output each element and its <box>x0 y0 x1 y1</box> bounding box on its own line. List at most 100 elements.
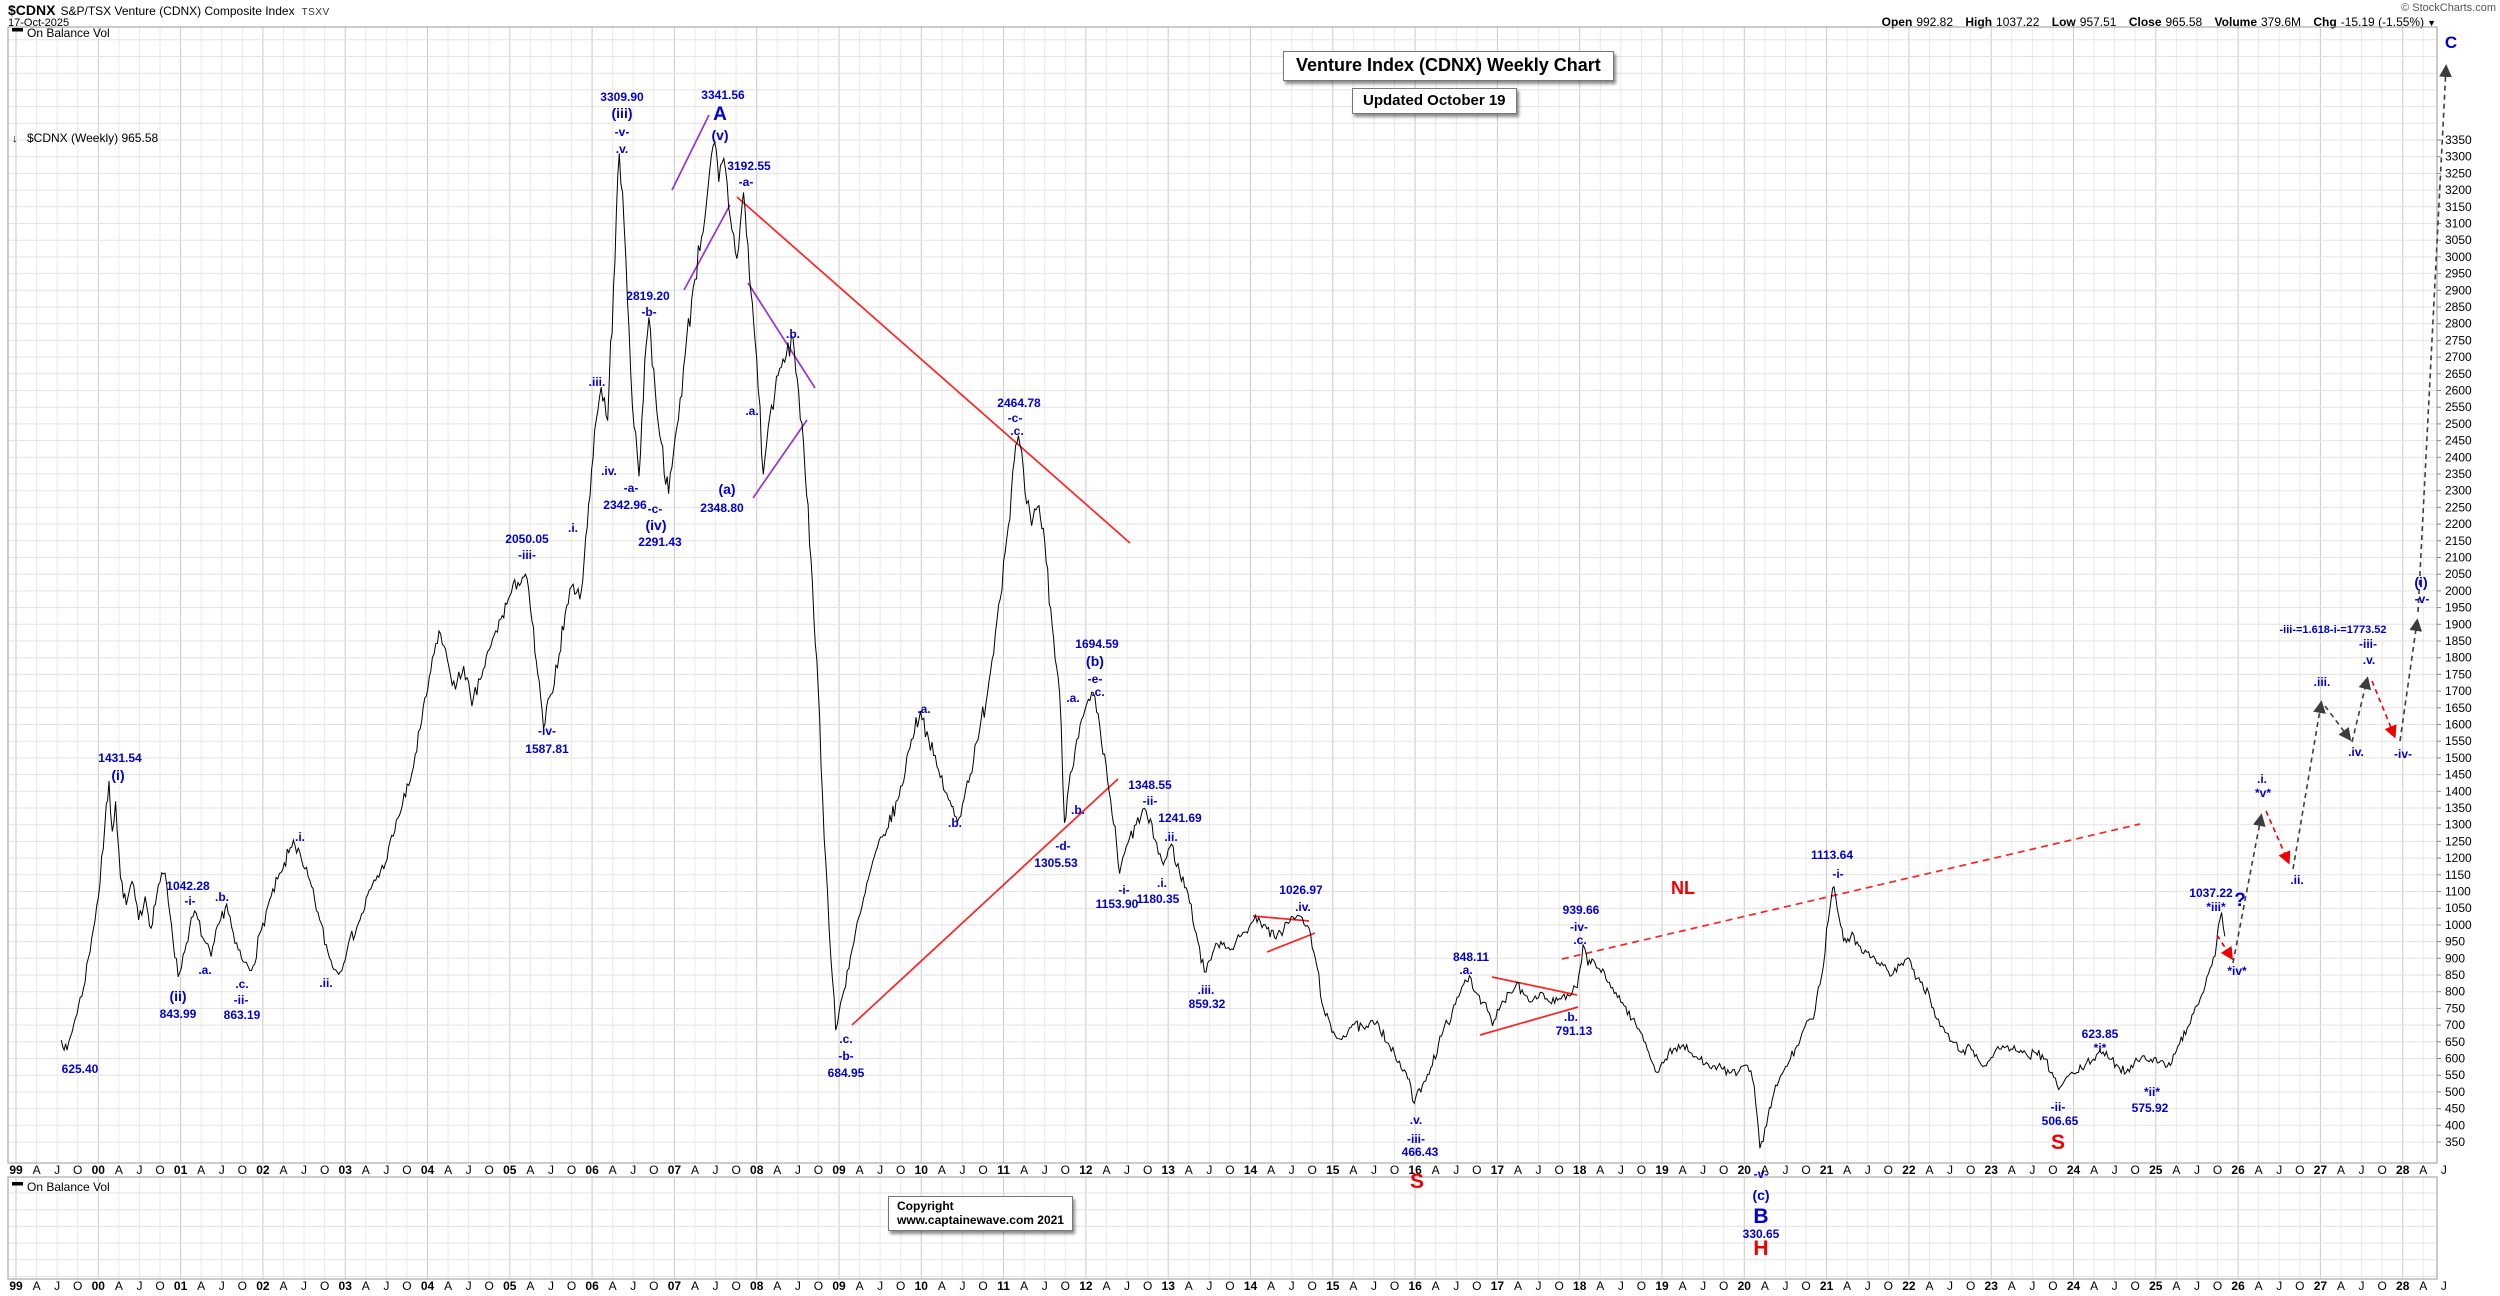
y-tick-label: 2500 <box>2445 417 2472 431</box>
x-label-obv-month: J <box>548 1279 554 1293</box>
x-label-year: 16 <box>1408 1163 1422 1177</box>
x-label-month: J <box>2441 1163 2447 1177</box>
x-label-month: A <box>2255 1163 2263 1177</box>
axis-labels: 350 400 450 500 550 600 650 700 750 800 850 900 950 1… <box>9 133 2472 1293</box>
chart-header: $CDNX S&P/TSX Venture (CDNX) Composite In… <box>8 2 330 18</box>
wave-label: 1431.54 <box>98 751 142 765</box>
x-label-obv-month: O <box>1884 1279 1893 1293</box>
x-label-obv-month: A <box>1679 1279 1687 1293</box>
down-arrow-icon: ↓ <box>12 133 18 145</box>
wave-label: S <box>2051 1131 2065 1154</box>
x-label-obv-year: 08 <box>750 1279 764 1293</box>
x-label-year: 24 <box>2067 1163 2081 1177</box>
copyright-line2: www.captainewave.com 2021 <box>897 1213 1064 1227</box>
wave-label: -b- <box>838 1049 853 1063</box>
x-label-year: 20 <box>1738 1163 1752 1177</box>
wave-label: *iv* <box>2227 964 2247 978</box>
x-label-year: 09 <box>832 1163 846 1177</box>
wave-label: 1694.59 <box>1075 637 1119 651</box>
wave-label: .b. <box>1071 803 1085 817</box>
x-label-month: J <box>1618 1163 1624 1177</box>
projection-arrows <box>2216 64 2452 964</box>
x-label-month: O <box>1308 1163 1317 1177</box>
x-label-obv-month: O <box>567 1279 576 1293</box>
y-tick-label: 1250 <box>2445 834 2472 848</box>
chg-label: Chg <box>2313 15 2337 29</box>
x-label-month: A <box>1267 1163 1275 1177</box>
x-label-month: A <box>1102 1163 1110 1177</box>
x-label-month: A <box>362 1163 370 1177</box>
x-label-obv-month: O <box>2048 1279 2057 1293</box>
wave-label: C <box>2445 33 2457 52</box>
y-tick-label: 2800 <box>2445 317 2472 331</box>
wave-label: -iv- <box>538 724 556 738</box>
x-label-obv-month: A <box>526 1279 534 1293</box>
x-label-obv-month: O <box>73 1279 82 1293</box>
x-label-obv-month: O <box>731 1279 740 1293</box>
x-label-month: O <box>1637 1163 1646 1177</box>
chg-dropdown-icon[interactable]: ▼ <box>2427 18 2436 28</box>
wave-label: -iii- <box>1407 1132 1425 1146</box>
x-label-obv-month: O <box>2213 1279 2222 1293</box>
wave-label: (v) <box>711 127 728 143</box>
wave-label: 575.92 <box>2132 1101 2169 1115</box>
y-tick-label: 3250 <box>2445 166 2472 180</box>
x-label-obv-month: A <box>115 1279 123 1293</box>
wave-label: .v. <box>1410 1113 1422 1127</box>
x-label-obv-month: J <box>630 1279 636 1293</box>
x-label-obv-month: O <box>1308 1279 1317 1293</box>
wave-label: *v* <box>2255 786 2271 800</box>
wave-label: .b. <box>1564 1010 1578 1024</box>
panel-frames <box>7 26 2438 1280</box>
x-label-obv-month: A <box>1432 1279 1440 1293</box>
x-label-obv-month: J <box>2276 1279 2282 1293</box>
wave-label: *ii* <box>2144 1085 2160 1099</box>
y-tick-label: 2950 <box>2445 267 2472 281</box>
wave-label: 791.13 <box>1556 1024 1593 1038</box>
x-label-obv-year: 07 <box>668 1279 682 1293</box>
trendline-red <box>1491 976 1578 996</box>
x-label-obv-year: 13 <box>1162 1279 1176 1293</box>
x-label-month: O <box>238 1163 247 1177</box>
x-label-obv-month: A <box>197 1279 205 1293</box>
x-label-obv-year: 01 <box>174 1279 188 1293</box>
x-label-obv-month: A <box>1761 1279 1769 1293</box>
wave-label: 1042.28 <box>166 879 210 893</box>
x-label-year: 21 <box>1820 1163 1834 1177</box>
y-tick-label: 2000 <box>2445 584 2472 598</box>
obv-panel-frame <box>7 1176 2438 1280</box>
x-label-month: J <box>2112 1163 2118 1177</box>
wave-label: -i- <box>1832 867 1843 881</box>
x-label-obv-month: A <box>444 1279 452 1293</box>
x-label-obv-month: J <box>301 1279 307 1293</box>
projection-arrow-red <box>2216 934 2234 961</box>
x-label-obv-month: O <box>402 1279 411 1293</box>
wave-label: *i* <box>2094 1041 2107 1055</box>
low-label: Low <box>2051 15 2076 29</box>
y-tick-label: 3100 <box>2445 217 2472 231</box>
wave-label: -iii- <box>2359 637 2377 651</box>
exchange-label: TSXV <box>301 7 330 18</box>
x-label-obv-month: J <box>1618 1279 1624 1293</box>
x-label-month: O <box>1884 1163 1893 1177</box>
wave-label: S <box>1410 1170 1424 1193</box>
x-label-obv-month: O <box>1554 1279 1563 1293</box>
wave-label: .a. <box>198 963 211 977</box>
x-label-month: O <box>485 1163 494 1177</box>
main-panel-frame <box>7 26 2438 1164</box>
wave-label: .i. <box>295 830 305 844</box>
x-label-obv-year: 26 <box>2231 1279 2245 1293</box>
y-tick-label: 350 <box>2445 1135 2465 1149</box>
x-label-obv-month: J <box>1782 1279 1788 1293</box>
x-label-obv-month: O <box>1390 1279 1399 1293</box>
trendline-purple <box>747 282 816 389</box>
x-label-month: A <box>1349 1163 1357 1177</box>
x-label-month: O <box>978 1163 987 1177</box>
trendlines <box>671 114 2141 1036</box>
price-line <box>60 141 2226 1149</box>
x-label-obv-month: J <box>1453 1279 1459 1293</box>
trendline-purple <box>671 114 710 191</box>
x-label-obv-month: A <box>609 1279 617 1293</box>
y-tick-label: 1600 <box>2445 718 2472 732</box>
wave-label: .b. <box>786 327 800 341</box>
